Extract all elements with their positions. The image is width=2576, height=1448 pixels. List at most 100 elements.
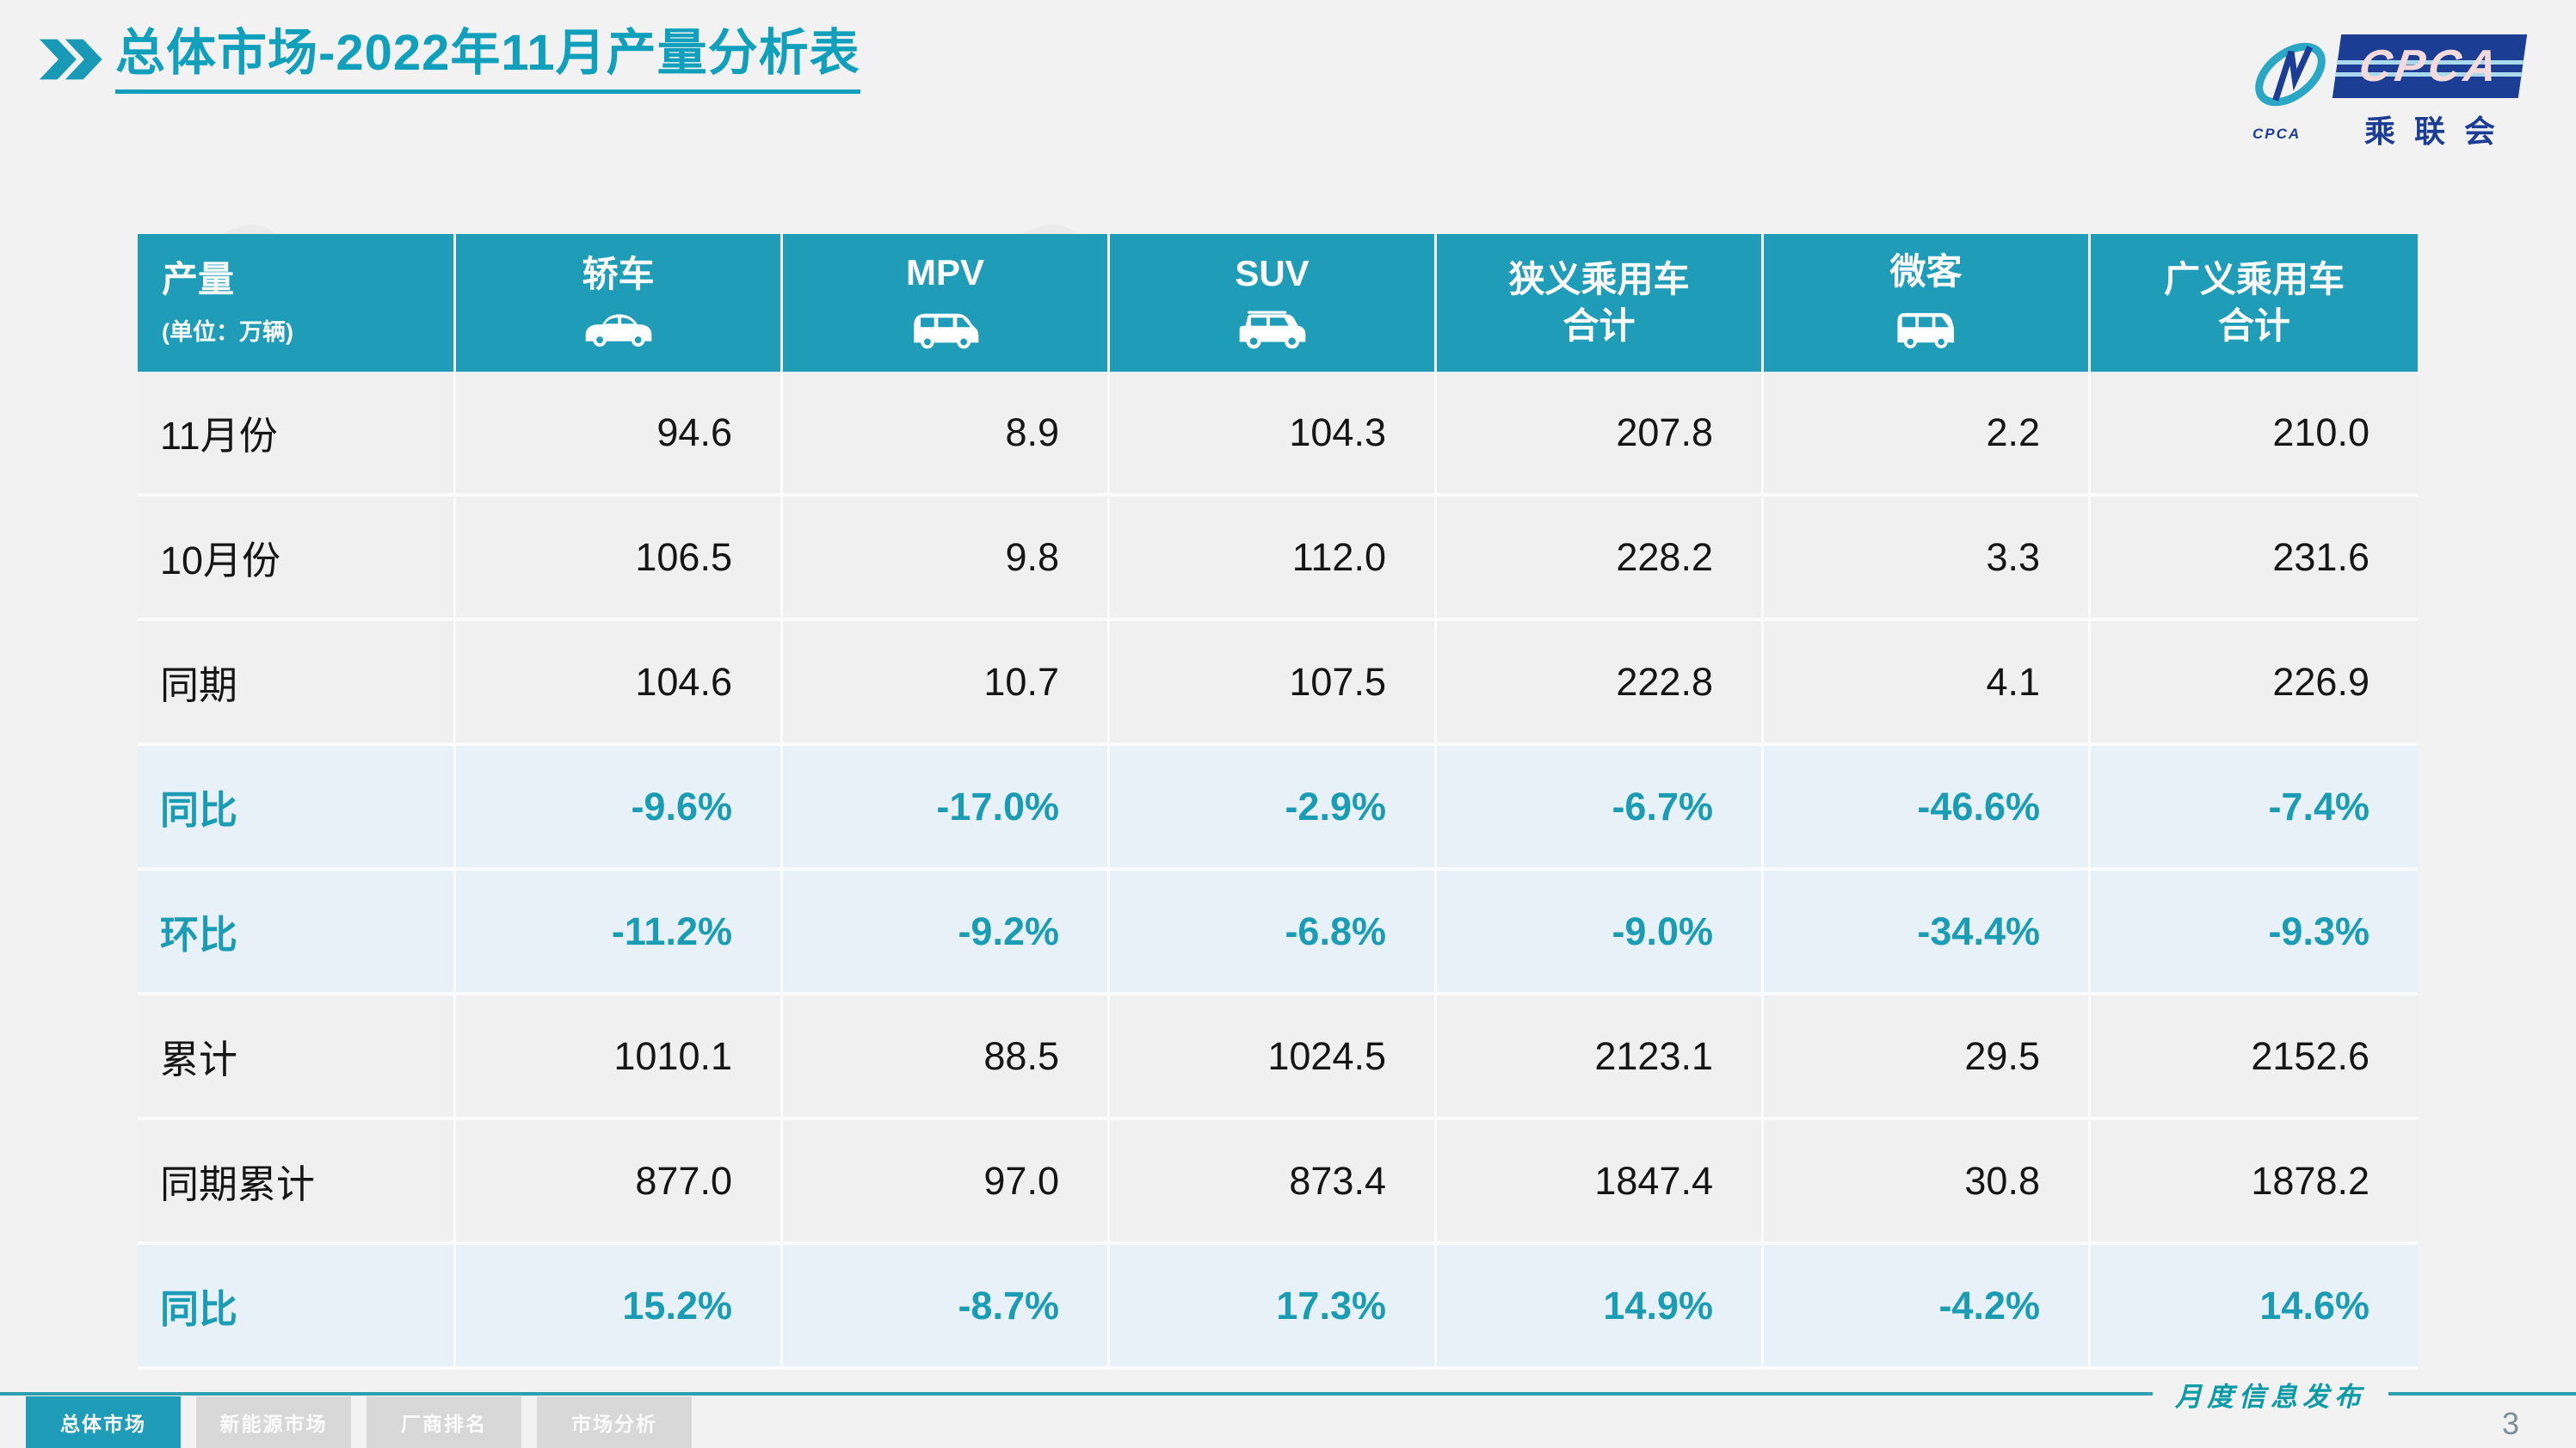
table-cell: 226.9: [2091, 621, 2418, 742]
tab-overall-market[interactable]: 总体市场: [26, 1396, 181, 1448]
table-cell: -9.0%: [1437, 871, 1764, 992]
tab-oem-ranking[interactable]: 厂商排名: [367, 1396, 521, 1448]
table-header-row: 产量 (单位：万辆) 轿车 MPV: [138, 234, 2418, 372]
production-table: 产量 (单位：万辆) 轿车 MPV: [138, 234, 2418, 1370]
table-cell: 17.3%: [1110, 1245, 1437, 1366]
table-cell: 104.3: [1110, 372, 1437, 493]
table-cell: -34.4%: [1764, 871, 2091, 992]
header-narrow-total-label: 狭义乘用车: [1508, 258, 1690, 299]
table-cell: 88.5: [783, 995, 1110, 1117]
table-cell: 877.0: [456, 1120, 783, 1242]
table-cell: 14.6%: [2091, 1245, 2418, 1366]
table-cell: 112.0: [1110, 496, 1437, 618]
table-cell: 9.8: [783, 496, 1110, 618]
table-cell: 210.0: [2091, 372, 2418, 493]
header-narrow-total-label2: 合计: [1562, 305, 1636, 346]
tab-nev-market[interactable]: 新能源市场: [196, 1396, 351, 1448]
page-title: 总体市场-2022年11月产量分析表: [115, 26, 860, 94]
table-cell: 104.6: [456, 621, 783, 742]
header-production-unit: (单位：万辆): [162, 318, 293, 345]
microvan-icon: [1896, 312, 1954, 348]
header-microvan-label: 微客: [1889, 250, 1963, 292]
table-row-cumulative: 累计 1010.1 88.5 1024.5 2123.1 29.5 2152.6: [138, 995, 2418, 1120]
title-chevron-icon: [39, 39, 102, 80]
footer-line: [2388, 1392, 2576, 1396]
table-row-november: 11月份 94.6 8.9 104.3 207.8 2.2 210.0: [138, 372, 2418, 496]
header-production-label: 产量: [162, 259, 235, 300]
table-cell: 873.4: [1110, 1120, 1437, 1242]
table-cell: 2152.6: [2091, 995, 2418, 1117]
table-cell: 30.8: [1764, 1120, 2091, 1242]
row-label: 累计: [138, 995, 456, 1117]
table-cell: 3.3: [1764, 496, 2091, 618]
header-broad-total-label2: 合计: [2217, 305, 2290, 346]
footer-note: 月度信息发布: [2175, 1381, 2366, 1413]
row-label: 同比: [138, 1245, 456, 1366]
table-cell: 8.9: [783, 372, 1110, 493]
table-cell: 29.5: [1764, 995, 2091, 1117]
sedan-icon: [585, 314, 651, 348]
table-cell: -6.8%: [1110, 871, 1437, 992]
header-cell-mpv: MPV: [783, 234, 1110, 372]
logo-cpca-text: CPCA: [2356, 41, 2504, 91]
table-cell: 94.6: [456, 372, 783, 493]
table-cell: 106.5: [456, 496, 783, 618]
table-cell: -4.2%: [1764, 1245, 2091, 1366]
table-cell: 107.5: [1110, 621, 1437, 742]
row-label: 环比: [138, 871, 456, 992]
header-cell-broad-total: 广义乘用车 合计: [2091, 234, 2418, 372]
table-cell: 10.7: [783, 621, 1110, 742]
header-cell-production: 产量 (单位：万辆): [138, 234, 456, 372]
header-mpv-label: MPV: [905, 251, 984, 293]
header-cell-microvan: 微客: [1764, 234, 2091, 372]
table-cell: 228.2: [1437, 496, 1764, 618]
logo-small-text: CPCA: [2252, 126, 2302, 142]
table-cell: 2123.1: [1437, 995, 1764, 1117]
header-suv-label: SUV: [1235, 252, 1310, 293]
table-cell: 15.2%: [456, 1245, 783, 1366]
table-cell: 1847.4: [1437, 1120, 1764, 1242]
row-label: 10月份: [138, 496, 456, 618]
section-tabbar: 总体市场 新能源市场 厂商排名 市场分析: [26, 1396, 692, 1448]
logo-swoosh-icon: [2255, 42, 2326, 107]
row-label: 11月份: [138, 372, 456, 493]
table-cell: -46.6%: [1764, 746, 2091, 867]
header-cell-sedan: 轿车: [456, 234, 783, 372]
footer-line: [0, 1392, 2153, 1396]
cpca-logo: CPCA CPCA 乘联会: [2247, 26, 2531, 163]
table-cell: -9.2%: [783, 871, 1110, 992]
header-cell-narrow-total: 狭义乘用车 合计: [1437, 234, 1764, 372]
table-cell: 2.2: [1764, 372, 2091, 493]
table-row-cumulative-yoy: 同比 15.2% -8.7% 17.3% 14.9% -4.2% 14.6%: [138, 1245, 2418, 1370]
suv-icon: [1239, 311, 1305, 349]
title-row: 总体市场-2022年11月产量分析表: [36, 26, 860, 94]
row-label: 同期累计: [138, 1120, 456, 1242]
table-row-yoy: 同比 -9.6% -17.0% -2.9% -6.7% -46.6% -7.4%: [138, 746, 2418, 871]
table-cell: -11.2%: [456, 871, 783, 992]
table-cell: -8.7%: [783, 1245, 1110, 1366]
header-sedan-label: 轿车: [582, 253, 655, 294]
table-cell: 231.6: [2091, 496, 2418, 618]
table-cell: -6.7%: [1437, 746, 1764, 867]
table-cell: -9.6%: [456, 746, 783, 867]
mpv-icon: [913, 313, 978, 349]
table-cell: 1878.2: [2091, 1120, 2418, 1242]
table-cell: 1024.5: [1110, 995, 1437, 1117]
header-broad-total-label: 广义乘用车: [2163, 258, 2345, 299]
row-label: 同比: [138, 746, 456, 867]
logo-subtitle: 乘联会: [2363, 114, 2514, 149]
page-number: 3: [2501, 1406, 2519, 1441]
tab-market-analysis[interactable]: 市场分析: [537, 1396, 692, 1448]
table-cell: 4.1: [1764, 621, 2091, 742]
table-cell: 222.8: [1437, 621, 1764, 742]
table-cell: 97.0: [783, 1120, 1110, 1242]
header-cell-suv: SUV: [1110, 234, 1437, 372]
table-cell: -9.3%: [2091, 871, 2418, 992]
logo-cpca-box: CPCA: [2332, 34, 2528, 98]
table-cell: -17.0%: [783, 746, 1110, 867]
table-row-same-period: 同期 104.6 10.7 107.5 222.8 4.1 226.9: [138, 621, 2418, 746]
footer-rule: 月度信息发布: [0, 1375, 2576, 1413]
table-row-mom: 环比 -11.2% -9.2% -6.8% -9.0% -34.4% -9.3%: [138, 871, 2418, 995]
row-label: 同期: [138, 621, 456, 742]
